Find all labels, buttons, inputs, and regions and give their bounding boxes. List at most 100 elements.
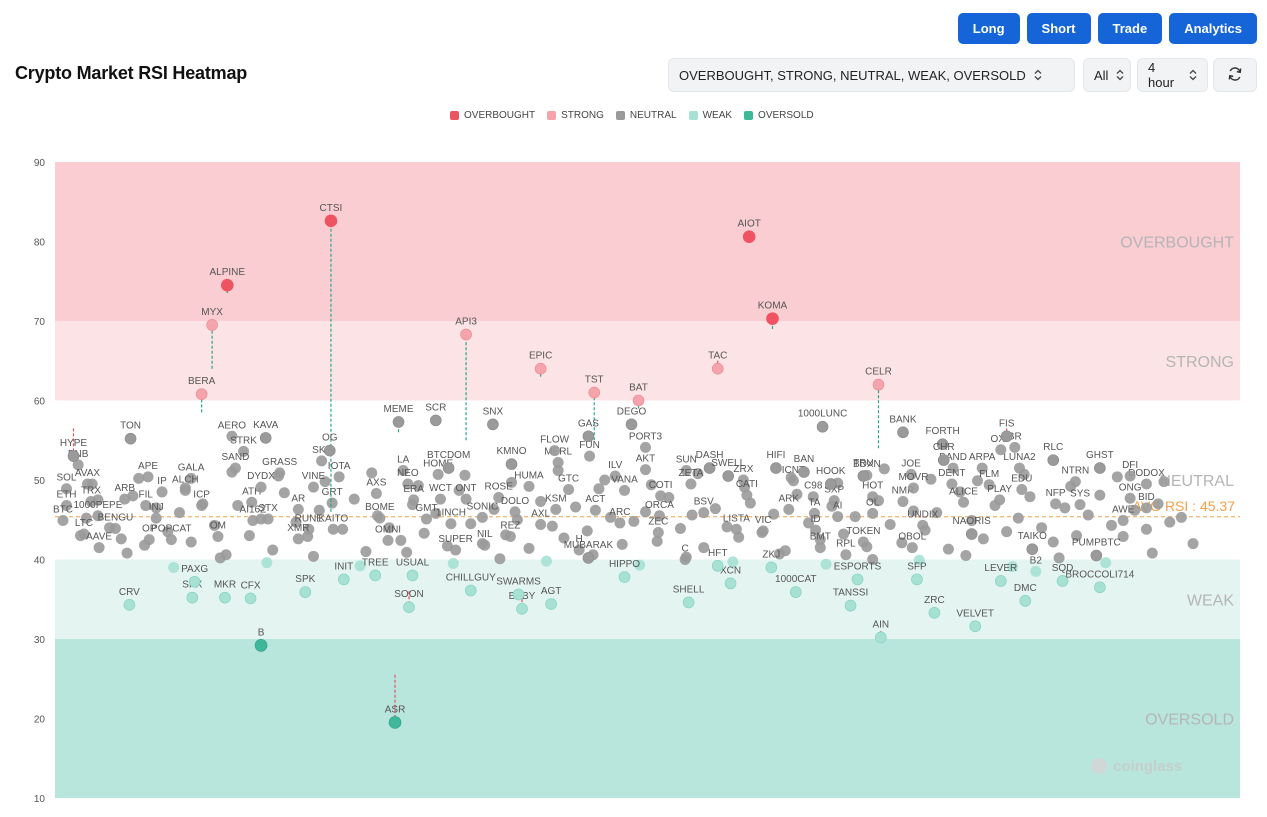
coin-point — [124, 432, 137, 445]
coin-point — [459, 469, 471, 481]
coin-point — [844, 599, 857, 612]
coin-point — [1074, 499, 1086, 511]
y-tick-label: 70 — [34, 317, 46, 328]
coin-point — [1006, 561, 1018, 573]
legend-oversold[interactable]: OVERSOLD — [744, 110, 814, 121]
chevron-updown-icon — [1034, 69, 1042, 81]
coin-point — [326, 497, 338, 509]
chevron-updown-icon — [1116, 69, 1124, 81]
coin-label: ALPINE — [209, 267, 245, 278]
coin-label: DFI — [1122, 460, 1138, 471]
coin-label: AVAX — [75, 468, 101, 479]
coin-point — [1124, 492, 1136, 504]
coin-point — [663, 491, 675, 503]
long-button[interactable]: Long — [957, 13, 1020, 44]
coin-point — [558, 532, 570, 544]
coin-point — [737, 474, 749, 486]
coin-point — [1152, 498, 1164, 510]
coin-label: ERA — [403, 484, 424, 495]
coin-point — [582, 552, 595, 564]
coin-point — [254, 639, 268, 652]
coin-label: DYDX — [247, 471, 275, 482]
coin-label: NMR — [892, 485, 915, 496]
coin-point — [783, 503, 795, 515]
interval-select[interactable]: 4 hour — [1137, 58, 1208, 92]
coin-point — [995, 575, 1007, 587]
scope-select[interactable]: All — [1083, 58, 1131, 92]
coin-point — [768, 508, 780, 520]
coin-point — [960, 550, 972, 562]
coin-point — [928, 606, 941, 619]
coin-point — [599, 474, 611, 486]
coin-label: CRV — [119, 587, 140, 598]
coin-point — [57, 515, 69, 527]
coin-point — [360, 546, 372, 558]
coin-point — [711, 560, 724, 572]
coin-label: MOVR — [898, 472, 928, 483]
coin-point — [814, 542, 826, 554]
chevron-updown-icon — [1189, 69, 1197, 81]
coin-point — [857, 536, 869, 548]
coin-point — [838, 528, 850, 540]
coin-point — [770, 462, 782, 474]
analytics-button[interactable]: Analytics — [1169, 13, 1257, 44]
coin-label: INJ — [149, 502, 164, 513]
coin-label: GRT — [322, 487, 343, 498]
legend-overbought[interactable]: OVERBOUGHT — [450, 110, 535, 121]
coin-point — [121, 547, 133, 559]
coin-point — [680, 464, 692, 476]
legend-strong[interactable]: STRONG — [547, 110, 604, 121]
coin-label: DOLO — [501, 496, 530, 507]
coin-point — [1050, 498, 1062, 510]
legend-neutral[interactable]: NEUTRAL — [615, 110, 677, 121]
coin-point — [803, 517, 815, 529]
coin-label: BR — [1008, 431, 1022, 442]
coin-label: BERA — [188, 376, 216, 387]
coin-label: XMR — [287, 523, 309, 534]
zone-label: OVERBOUGHT — [1120, 235, 1234, 252]
coin-label: ZRC — [924, 595, 945, 606]
coin-label: STX — [258, 503, 278, 514]
coin-point — [60, 499, 72, 511]
coin-point — [616, 538, 628, 550]
coin-label: POPCAT — [151, 524, 191, 535]
chart-legend: OVERBOUGHT STRONG NEUTRAL WEAK OVERSOLD — [450, 110, 814, 121]
coin-point — [292, 503, 304, 515]
short-button[interactable]: Short — [1026, 13, 1091, 44]
coin-point — [773, 548, 785, 560]
coin-label: VIC — [755, 515, 772, 526]
coin-label: SYS — [1070, 489, 1090, 500]
legend-weak[interactable]: WEAK — [688, 110, 732, 121]
coin-point — [896, 537, 908, 549]
coin-point — [907, 482, 919, 494]
coin-point — [85, 495, 97, 507]
coin-point — [1019, 595, 1032, 607]
coin-point — [232, 499, 244, 511]
coin-point — [686, 509, 698, 521]
y-tick-label: 50 — [34, 476, 46, 487]
coin-point — [374, 512, 386, 524]
coin-point — [878, 463, 890, 475]
coin-point — [441, 540, 453, 552]
coin-label: ONG — [1119, 482, 1142, 493]
coin-point — [333, 471, 345, 483]
coin-label: EDU — [1011, 474, 1032, 485]
coin-point — [382, 534, 394, 546]
coin-label: NAORIS — [953, 516, 992, 527]
coin-point — [765, 561, 778, 574]
coin-point — [460, 328, 472, 341]
coin-point — [632, 394, 645, 407]
coin-point — [741, 489, 753, 501]
coin-point — [523, 480, 535, 492]
coin-point — [442, 462, 455, 474]
zone-filter-select[interactable]: OVERBOUGHT, STRONG, NEUTRAL, WEAK, OVERS… — [668, 58, 1075, 92]
coin-label: AXS — [366, 478, 386, 489]
coin-point — [609, 470, 621, 482]
coin-label: FIL — [138, 489, 153, 500]
refresh-button[interactable] — [1213, 58, 1257, 92]
coin-label: LTC — [75, 518, 93, 529]
coin-label: RPL — [836, 539, 856, 550]
coin-label: JOE — [901, 458, 921, 469]
trade-button[interactable]: Trade — [1097, 13, 1163, 44]
coin-point — [1090, 549, 1103, 562]
